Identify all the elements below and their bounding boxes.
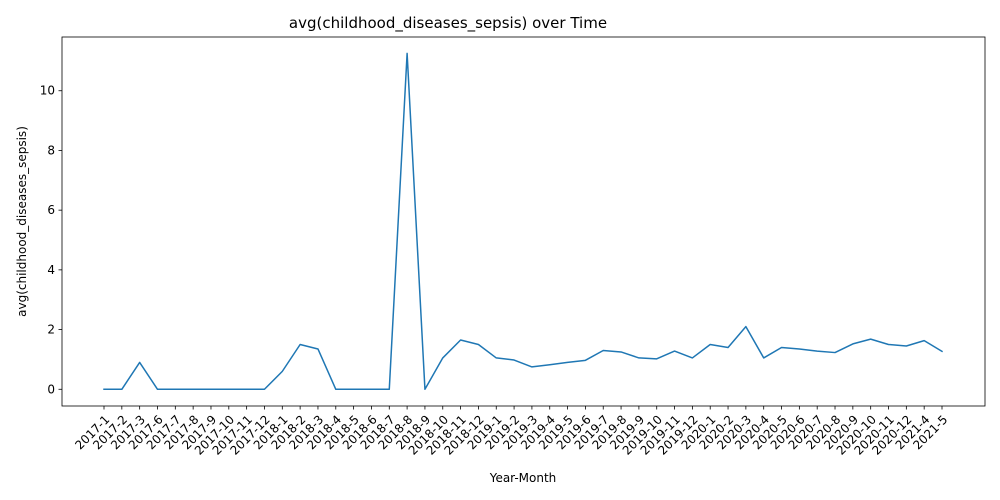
y-tick-label: 6 [47,203,55,217]
x-axis-label: Year-Month [489,471,557,485]
series-line-0 [103,52,944,391]
y-axis-label: avg(childhood_diseases_sepsis) [15,126,29,317]
y-tick-label: 4 [47,263,55,277]
y-tick-label: 0 [47,382,55,396]
plot-frame [61,36,986,407]
y-tick-label: 2 [47,323,55,337]
y-tick-label: 8 [47,143,55,157]
plot-area [61,36,986,407]
y-axis: 0 2 4 6 8 10 [40,84,62,396]
x-axis: 2017-12017-22017-32017-62017-72017-82017… [72,406,950,458]
chart-title: avg(childhood_diseases_sepsis) over Time [289,14,607,33]
series-group [103,52,944,391]
y-tick-label: 10 [40,84,55,98]
